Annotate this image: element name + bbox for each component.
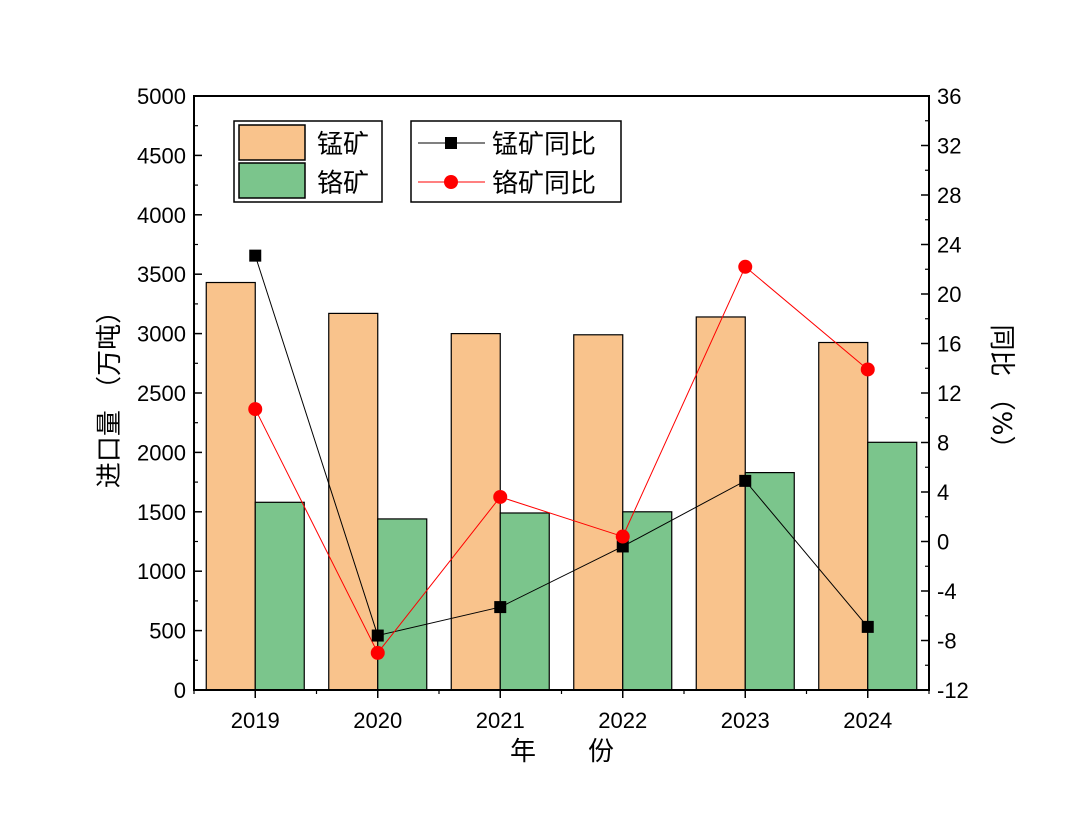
right-tick-label-12: 12 [937, 381, 961, 406]
legend-box-lines [410, 120, 622, 203]
x-axis: 2019 2020 2021 2022 2023 2024 [193, 690, 930, 733]
left-tick-label-4500: 4500 [137, 143, 186, 168]
legend-label-chromium: 铬矿 [317, 169, 369, 199]
x-tick-label-2023: 2023 [721, 708, 770, 733]
right-tick-label-0: 0 [937, 530, 949, 555]
right-tick-label-24: 24 [937, 233, 961, 258]
right-axis-title: 同比 （%） [986, 325, 1016, 462]
bar-manganese-2021 [450, 333, 501, 691]
x-tick-label-2019: 2019 [231, 708, 280, 733]
x-tick-label-2021: 2021 [476, 708, 525, 733]
right-tick-label-8: 8 [937, 431, 949, 456]
left-tick-label-1000: 1000 [137, 559, 186, 584]
right-tick-label-4: 4 [937, 480, 949, 505]
point-chromium-yoy-2022 [615, 529, 630, 544]
right-tick-label--4: -4 [937, 579, 957, 604]
legend-marker-chromium-yoy [444, 175, 458, 189]
x-tick-label-2022: 2022 [598, 708, 647, 733]
point-chromium-yoy-2024 [860, 362, 875, 377]
line-manganese-yoy [254, 255, 869, 637]
legend-label-chromium-yoy: 铬矿同比 [492, 169, 596, 199]
point-manganese-yoy-2023 [739, 474, 752, 487]
bar-manganese-2022 [573, 334, 624, 691]
right-axis: -12 -8 -4 0 4 8 12 16 20 24 28 32 36 [921, 84, 969, 703]
x-axis-title: 年 份 [510, 737, 614, 767]
point-manganese-yoy-2019 [249, 249, 262, 262]
right-tick-label--8: -8 [937, 629, 957, 654]
bar-manganese-2023 [695, 316, 746, 691]
x-tick-label-2020: 2020 [353, 708, 402, 733]
bar-chromium-2021 [499, 512, 550, 691]
right-tick-label-28: 28 [937, 183, 961, 208]
bar-manganese-2019 [205, 281, 256, 691]
left-tick-label-2000: 2000 [137, 440, 186, 465]
legend-bars: 锰矿 铬矿 [233, 120, 383, 203]
point-manganese-yoy-2020 [371, 629, 384, 642]
point-chromium-yoy-2019 [248, 402, 263, 417]
line-group [248, 249, 875, 660]
point-chromium-yoy-2021 [493, 489, 508, 504]
legend-marker-manganese-yoy [445, 137, 457, 149]
bar-chromium-2019 [254, 501, 305, 691]
right-tick-label-20: 20 [937, 282, 961, 307]
bar-group [205, 281, 918, 691]
left-tick-label-4000: 4000 [137, 203, 186, 228]
left-tick-label-2500: 2500 [137, 381, 186, 406]
bar-chromium-2023 [744, 471, 795, 691]
left-tick-label-5000: 5000 [137, 84, 186, 109]
left-axis-title: 进口量 （万吨） [95, 298, 125, 488]
bar-manganese-2024 [818, 341, 869, 691]
legend-swatch-manganese [238, 124, 306, 161]
right-tick-label-16: 16 [937, 332, 961, 357]
bar-chromium-2020 [377, 518, 428, 691]
line-chromium-yoy [254, 265, 869, 654]
left-axis: 0 500 1000 1500 2000 2500 3000 3500 4000 4500 5000 [137, 84, 202, 703]
point-manganese-yoy-2021 [494, 601, 507, 614]
bar-chromium-2022 [622, 511, 673, 691]
left-tick-label-0: 0 [174, 678, 186, 703]
legend-label-manganese: 锰矿 [317, 130, 369, 160]
left-tick-label-500: 500 [149, 619, 186, 644]
right-tick-label--12: -12 [937, 678, 969, 703]
left-tick-label-1500: 1500 [137, 500, 186, 525]
left-tick-label-3000: 3000 [137, 322, 186, 347]
legend-swatch-chromium [238, 162, 306, 199]
left-tick-label-3500: 3500 [137, 262, 186, 287]
right-tick-label-36: 36 [937, 84, 961, 109]
x-tick-label-2024: 2024 [843, 708, 892, 733]
right-tick-label-32: 32 [937, 134, 961, 159]
point-manganese-yoy-2024 [861, 620, 874, 633]
point-chromium-yoy-2023 [738, 259, 753, 274]
legend-label-manganese-yoy: 锰矿同比 [492, 130, 596, 160]
point-chromium-yoy-2020 [370, 645, 385, 660]
point-manganese-yoy-2022 [616, 540, 629, 553]
bar-chromium-2024 [867, 441, 918, 691]
bar-manganese-2020 [328, 312, 379, 691]
legend-lines: 锰矿同比 铬矿同比 [410, 120, 622, 203]
